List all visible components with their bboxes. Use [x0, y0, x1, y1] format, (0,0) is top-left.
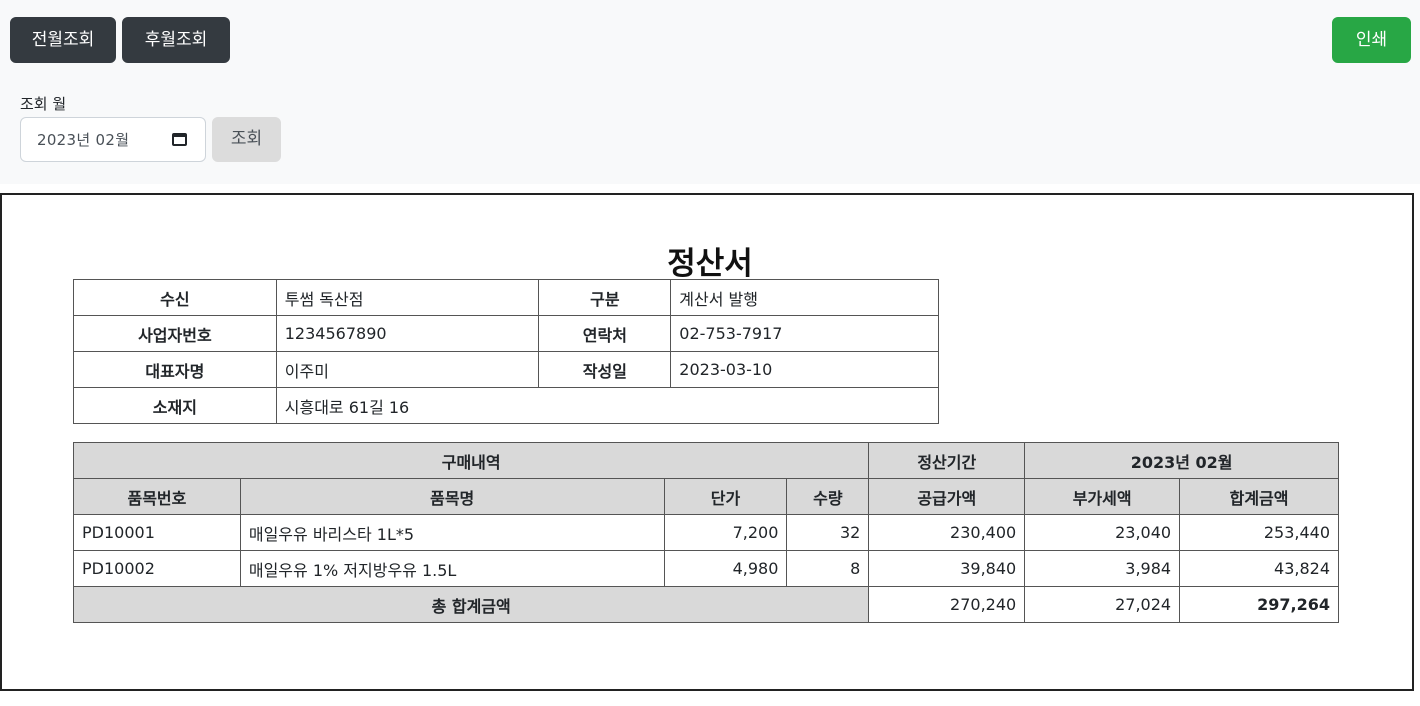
contact-label: 연락처 — [538, 315, 672, 352]
prev-month-button[interactable]: 전월조회 — [10, 17, 116, 63]
table-header-row: 품목번호 품목명 단가 수량 공급가액 부가세액 합계금액 — [73, 478, 1339, 515]
item-code: PD10002 — [73, 550, 241, 587]
supply-amount: 39,840 — [868, 550, 1026, 587]
sum-amount: 43,824 — [1179, 550, 1339, 587]
recipient-value: 투썸 독산점 — [275, 279, 540, 316]
column-header: 품목명 — [239, 478, 665, 515]
item-name: 매일우유 1% 저지방우유 1.5L — [239, 550, 665, 587]
type-label: 구분 — [538, 279, 672, 316]
quantity: 32 — [786, 514, 870, 551]
total-vat: 27,024 — [1024, 586, 1181, 623]
purchase-table: 구매내역 정산기간 2023년 02월 품목번호 품목명 단가 수량 공급가액 … — [72, 442, 1339, 623]
bizno-label: 사업자번호 — [73, 315, 277, 352]
address-label: 소재지 — [73, 387, 277, 424]
table-row: PD10002 매일우유 1% 저지방우유 1.5L 4,980 8 39,84… — [73, 550, 1339, 587]
contact-value: 02-753-7917 — [670, 315, 939, 352]
total-supply: 270,240 — [868, 586, 1026, 623]
address-value: 시흥대로 61길 16 — [275, 387, 940, 424]
table-row: 사업자번호 1234567890 연락처 02-753-7917 — [73, 315, 939, 352]
vat-amount: 23,040 — [1024, 514, 1181, 551]
print-button[interactable]: 인쇄 — [1332, 17, 1411, 63]
info-table: 수신 투썸 독산점 구분 계산서 발행 사업자번호 1234567890 연락처… — [73, 279, 940, 424]
table-row: 대표자명 이주미 작성일 2023-03-10 — [73, 351, 939, 388]
column-header: 품목번호 — [73, 478, 241, 515]
ceo-label: 대표자명 — [73, 351, 277, 388]
total-sum: 297,264 — [1179, 586, 1339, 623]
recipient-label: 수신 — [73, 279, 277, 316]
item-code: PD10001 — [73, 514, 241, 551]
item-name: 매일우유 바리스타 1L*5 — [239, 514, 665, 551]
column-header: 부가세액 — [1024, 478, 1181, 515]
unit-price: 7,200 — [663, 514, 788, 551]
document-title: 정산서 — [667, 246, 753, 282]
date-value: 2023-03-10 — [670, 351, 939, 388]
table-row: PD10001 매일우유 바리스타 1L*5 7,200 32 230,400 … — [73, 514, 1339, 551]
purchase-title: 구매내역 — [72, 442, 870, 479]
month-input[interactable]: 2023년 02월 — [20, 117, 206, 162]
unit-price: 4,980 — [663, 550, 788, 587]
sum-amount: 253,440 — [1179, 514, 1339, 551]
ceo-value: 이주미 — [275, 351, 540, 388]
type-value: 계산서 발행 — [670, 279, 939, 316]
month-value: 2023년 02월 — [37, 131, 130, 149]
month-label: 조회 월 — [20, 95, 67, 113]
date-label: 작성일 — [538, 351, 672, 388]
table-row: 수신 투썸 독산점 구분 계산서 발행 — [73, 279, 939, 316]
period-label: 정산기간 — [868, 442, 1026, 479]
table-row: 소재지 시흥대로 61길 16 — [73, 387, 940, 424]
vat-amount: 3,984 — [1024, 550, 1181, 587]
next-month-button[interactable]: 후월조회 — [122, 17, 230, 63]
total-row: 총 합계금액 270,240 27,024 297,264 — [72, 586, 1339, 623]
period-value: 2023년 02월 — [1024, 442, 1339, 479]
toolbar: 전월조회 후월조회 인쇄 조회 월 2023년 02월 조회 — [0, 0, 1420, 184]
table-row: 구매내역 정산기간 2023년 02월 — [72, 442, 1339, 479]
supply-amount: 230,400 — [868, 514, 1026, 551]
column-header: 공급가액 — [868, 478, 1026, 515]
column-header: 합계금액 — [1179, 478, 1339, 515]
column-header: 수량 — [786, 478, 870, 515]
calendar-icon[interactable] — [172, 133, 187, 146]
search-button[interactable]: 조회 — [212, 117, 281, 162]
column-header: 단가 — [663, 478, 788, 515]
bizno-value: 1234567890 — [275, 315, 540, 352]
total-label: 총 합계금액 — [72, 586, 870, 623]
quantity: 8 — [786, 550, 870, 587]
